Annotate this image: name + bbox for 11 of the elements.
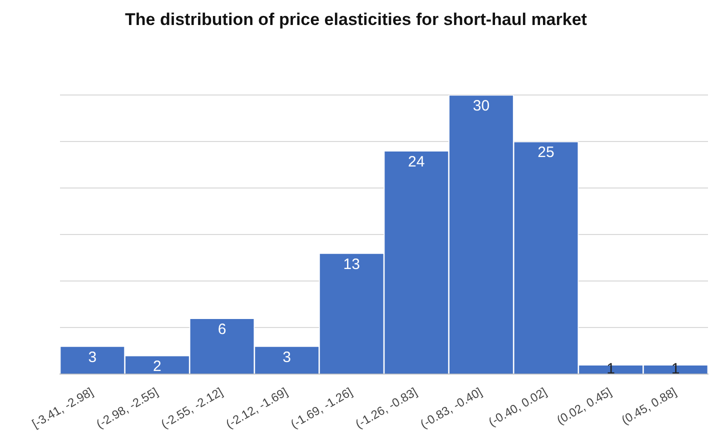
data-label: 2 (153, 358, 162, 376)
data-label: 6 (218, 320, 226, 338)
data-label: 3 (282, 348, 291, 366)
data-label: 30 (472, 98, 490, 115)
data-label: 1 (606, 360, 615, 378)
chart-title: The distribution of price elasticities for short-haul market (124, 10, 588, 30)
data-label: 1 (671, 360, 680, 378)
data-label: 13 (343, 256, 360, 273)
data-label: 3 (88, 348, 97, 366)
data-label: 25 (538, 144, 554, 162)
data-label: 24 (408, 153, 425, 170)
